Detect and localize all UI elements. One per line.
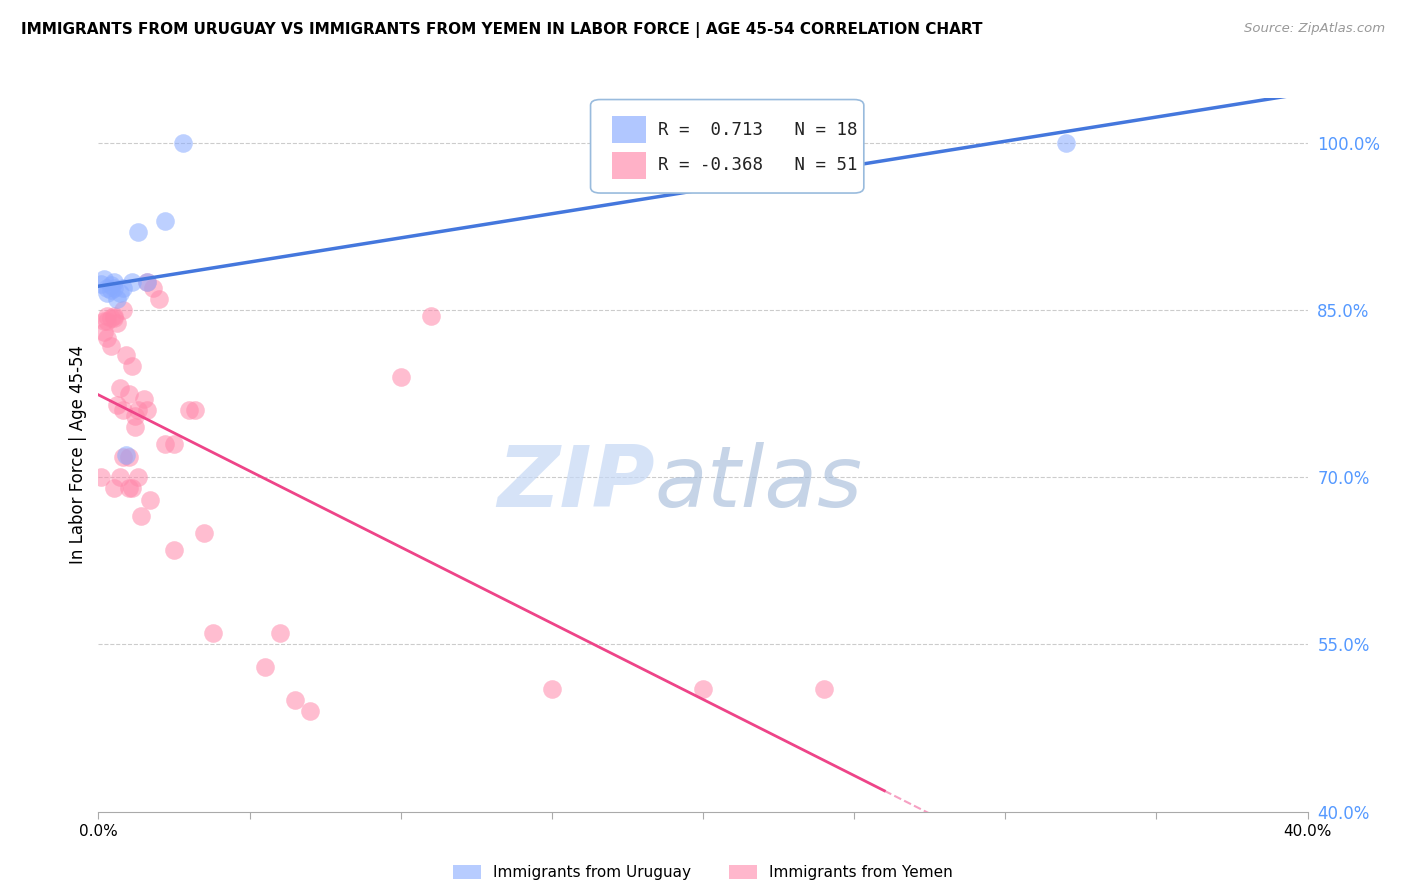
Point xyxy=(135,275,157,289)
Text: R =  0.713   N = 18: R = 0.713 N = 18 xyxy=(658,120,858,138)
Point xyxy=(100,283,122,297)
Point xyxy=(100,310,122,325)
Point xyxy=(96,309,118,323)
Point xyxy=(90,470,112,484)
Point xyxy=(100,339,122,353)
Point xyxy=(163,542,186,557)
Point xyxy=(103,309,125,323)
Point xyxy=(420,309,443,323)
Bar xyxy=(613,152,647,178)
Point xyxy=(108,286,131,301)
Point xyxy=(121,275,143,289)
Point xyxy=(284,693,307,707)
Point xyxy=(299,705,322,719)
Point xyxy=(139,492,162,507)
Text: Source: ZipAtlas.com: Source: ZipAtlas.com xyxy=(1244,22,1385,36)
Point xyxy=(127,470,149,484)
Point xyxy=(111,303,134,318)
Point xyxy=(121,359,143,373)
Point xyxy=(124,409,146,423)
Point xyxy=(118,386,141,401)
Point xyxy=(153,213,176,227)
Point xyxy=(124,420,146,434)
Point xyxy=(96,314,118,328)
Point xyxy=(111,281,134,295)
Point xyxy=(163,437,186,451)
Point xyxy=(1054,136,1077,150)
Y-axis label: In Labor Force | Age 45-54: In Labor Force | Age 45-54 xyxy=(69,345,87,565)
Legend: Immigrants from Uruguay, Immigrants from Yemen: Immigrants from Uruguay, Immigrants from… xyxy=(447,859,959,886)
Point xyxy=(100,278,122,293)
Bar xyxy=(613,116,647,143)
Point xyxy=(127,403,149,417)
Point xyxy=(148,292,170,306)
Text: atlas: atlas xyxy=(655,442,863,525)
Point xyxy=(108,381,131,395)
Point xyxy=(105,292,128,306)
Point xyxy=(540,682,562,697)
Point xyxy=(813,682,835,697)
Point xyxy=(389,369,412,384)
Point xyxy=(90,277,112,292)
Point xyxy=(96,331,118,345)
Text: IMMIGRANTS FROM URUGUAY VS IMMIGRANTS FROM YEMEN IN LABOR FORCE | AGE 45-54 CORR: IMMIGRANTS FROM URUGUAY VS IMMIGRANTS FR… xyxy=(21,22,983,38)
Point xyxy=(135,275,157,289)
Point xyxy=(172,136,194,150)
Point xyxy=(118,450,141,465)
Point xyxy=(93,271,115,285)
Point xyxy=(692,682,714,697)
Point xyxy=(135,403,157,417)
Point xyxy=(108,470,131,484)
Text: R = -0.368   N = 51: R = -0.368 N = 51 xyxy=(658,156,858,174)
Point xyxy=(103,275,125,289)
Point xyxy=(253,660,276,674)
Point xyxy=(93,314,115,328)
Text: ZIP: ZIP xyxy=(496,442,655,525)
Point xyxy=(103,482,125,496)
Point xyxy=(103,281,125,295)
Point xyxy=(269,626,291,640)
Point xyxy=(111,403,134,417)
Point xyxy=(114,347,136,362)
Point xyxy=(153,437,176,451)
Point xyxy=(93,326,115,340)
Point xyxy=(103,310,125,325)
Point xyxy=(179,403,201,417)
Point xyxy=(114,448,136,462)
Point xyxy=(96,286,118,301)
Point xyxy=(184,403,207,417)
Point xyxy=(202,626,225,640)
Point xyxy=(111,450,134,465)
Point xyxy=(132,392,155,407)
Point xyxy=(127,225,149,239)
Point xyxy=(118,482,141,496)
Point xyxy=(121,482,143,496)
FancyBboxPatch shape xyxy=(591,100,863,193)
Point xyxy=(142,281,165,295)
Point xyxy=(105,398,128,412)
Point xyxy=(193,526,215,541)
Point xyxy=(105,317,128,331)
Point xyxy=(96,281,118,295)
Point xyxy=(129,509,152,524)
